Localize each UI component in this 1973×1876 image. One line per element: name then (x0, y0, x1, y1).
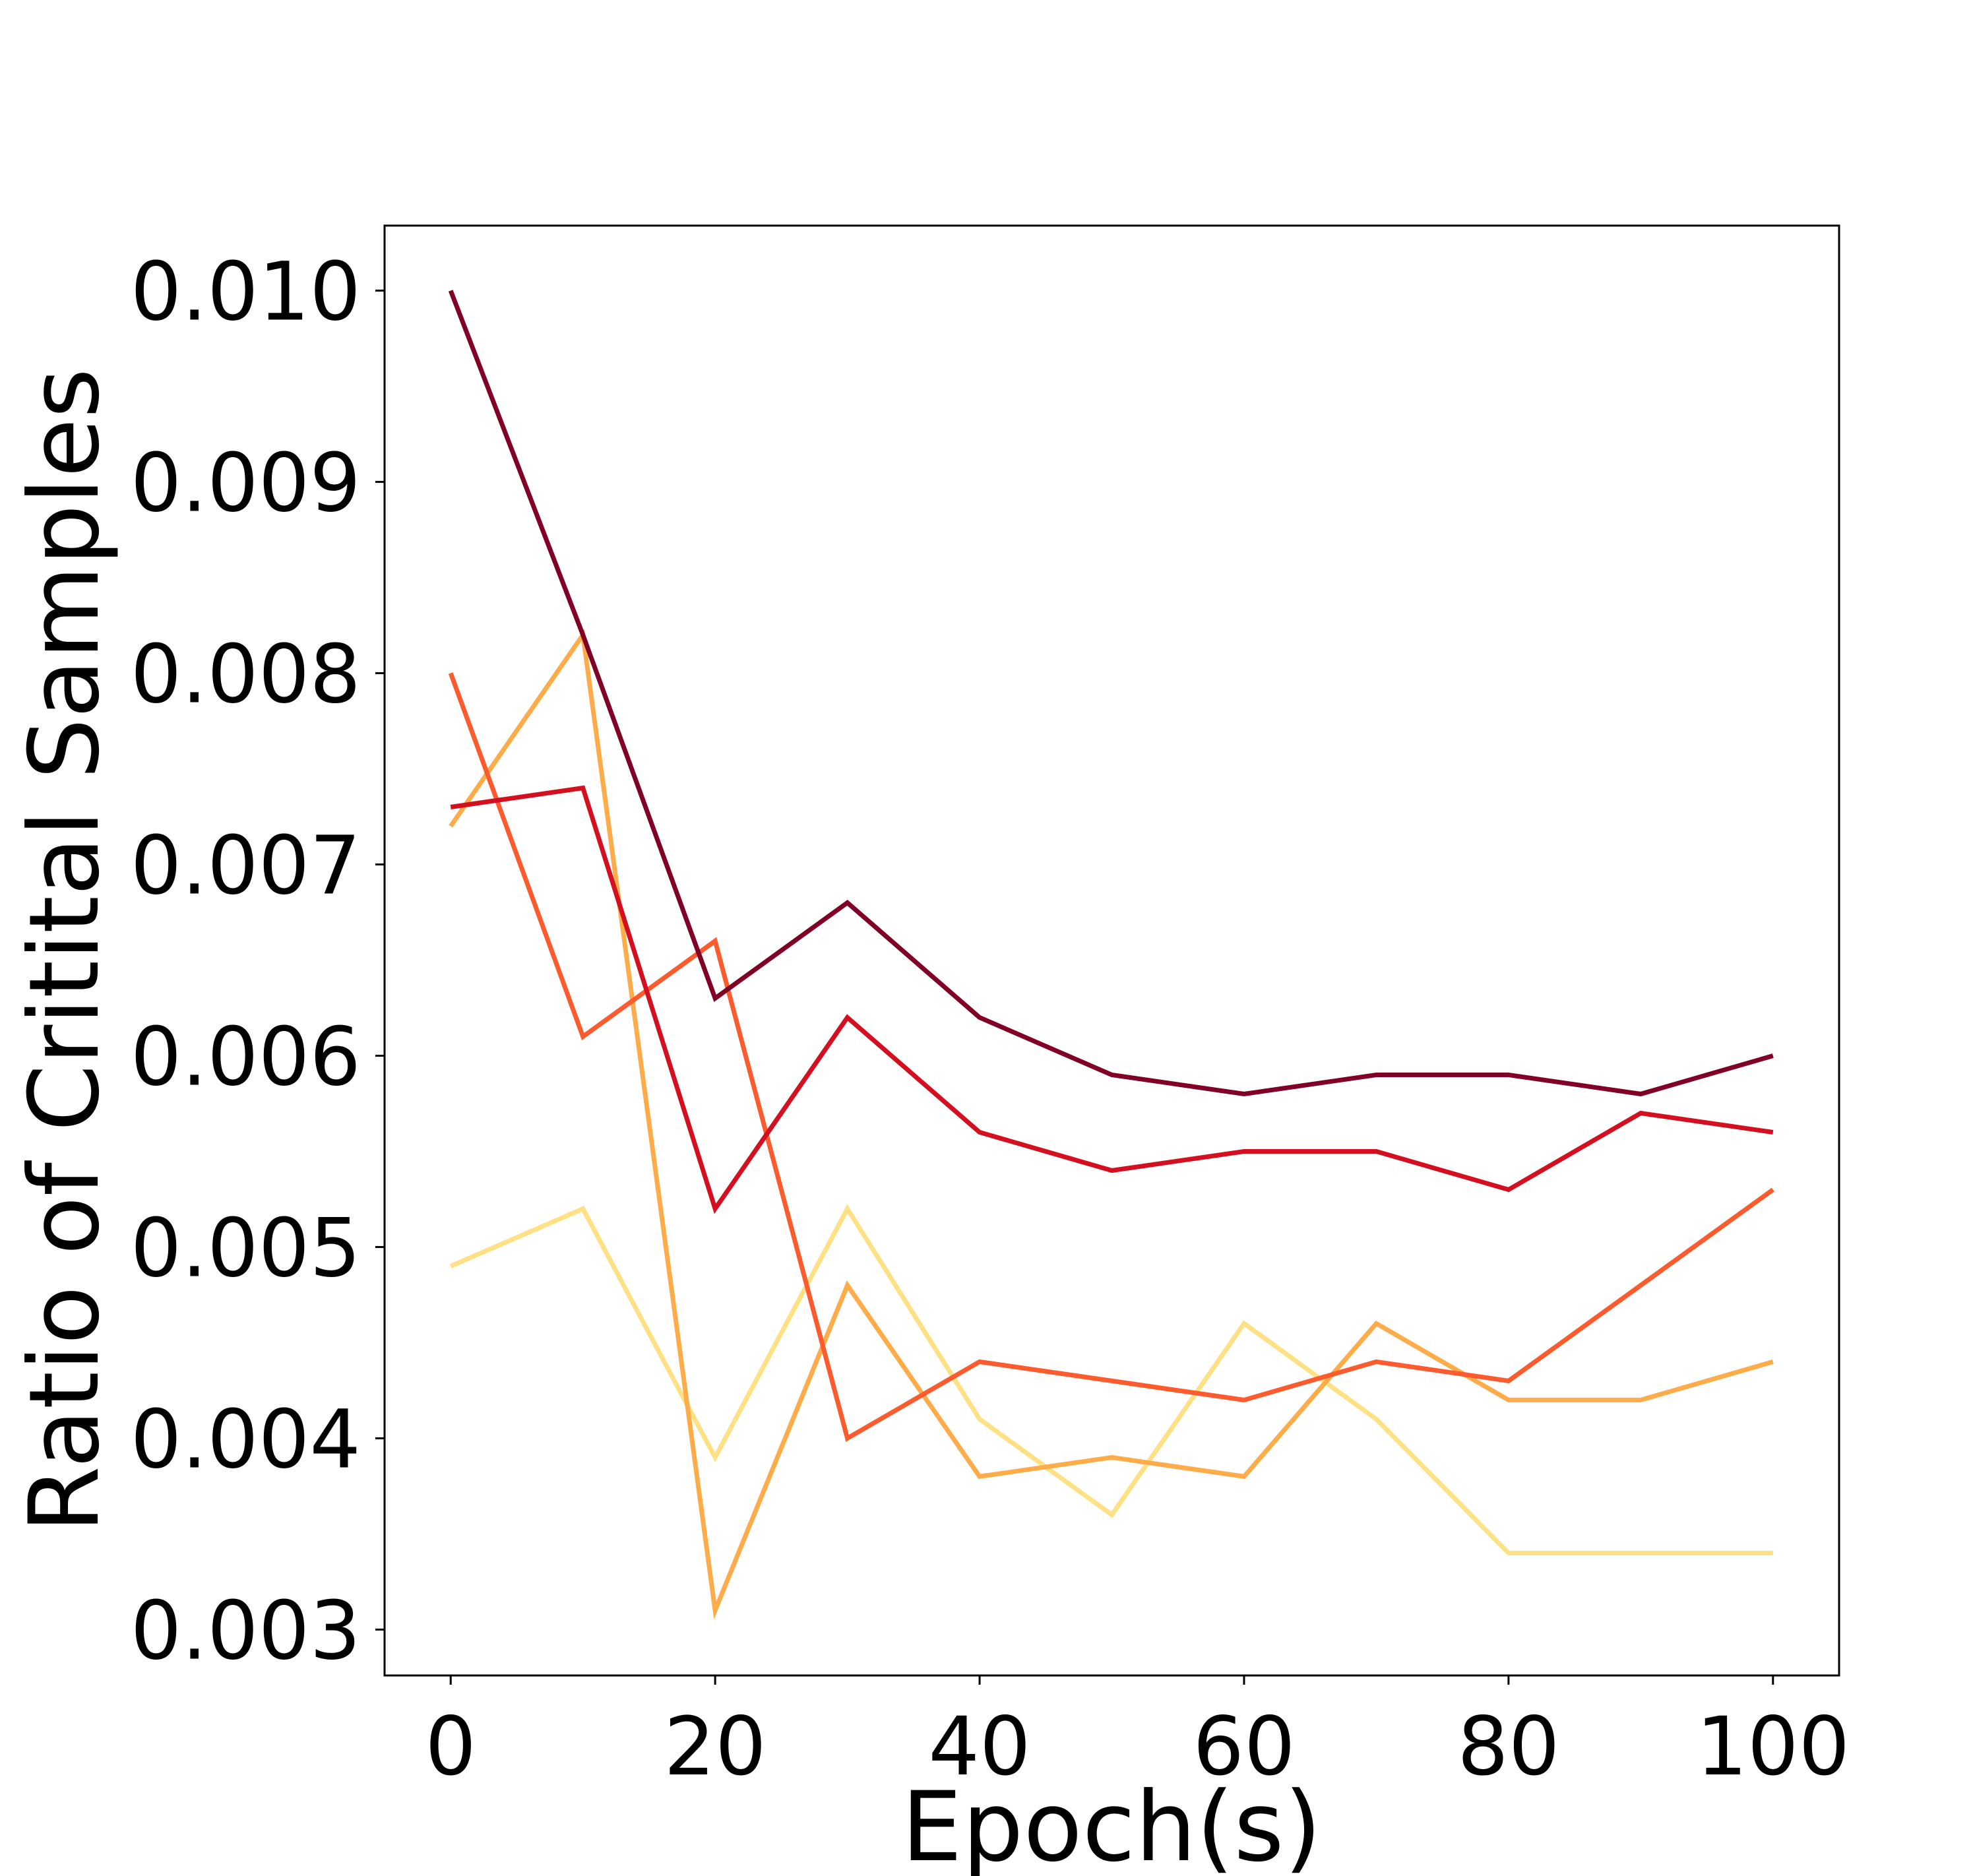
y-tick-label: 0.008 (131, 628, 361, 722)
y-tick-label: 0.010 (131, 245, 361, 339)
series-layer (448, 290, 1774, 1619)
series-line-4 (450, 785, 1774, 1214)
y-tick-label: 0.009 (131, 437, 361, 530)
y-tick-label: 0.003 (131, 1584, 361, 1677)
x-tick-label: 80 (1457, 1700, 1559, 1794)
y-tick-label: 0.005 (131, 1201, 361, 1295)
x-tick-label: 0 (425, 1700, 476, 1794)
x-tick-label: 60 (1193, 1700, 1295, 1794)
series-line-3 (448, 672, 1774, 1442)
series-line-2 (449, 629, 1774, 1619)
x-axis-label: Epoch(s) (901, 1771, 1321, 1876)
plot-frame (383, 224, 1840, 1677)
x-tick-label: 20 (664, 1700, 767, 1794)
x-tick-label: 40 (928, 1700, 1030, 1794)
series-line-1 (449, 1204, 1773, 1555)
y-tick-label: 0.006 (131, 1010, 361, 1104)
x-axis: 0 20 40 60 80 100 (425, 1675, 1850, 1794)
y-tick-label: 0.007 (131, 819, 361, 913)
y-axis-label: Ratio of Critital Samples (9, 368, 121, 1533)
y-tick-label: 0.004 (131, 1392, 361, 1486)
y-axis: 0.003 0.004 0.005 0.006 0.007 0.008 0.009 0.010 (131, 245, 385, 1677)
x-tick-label: 100 (1696, 1700, 1850, 1794)
series-line-5 (448, 290, 1774, 1097)
